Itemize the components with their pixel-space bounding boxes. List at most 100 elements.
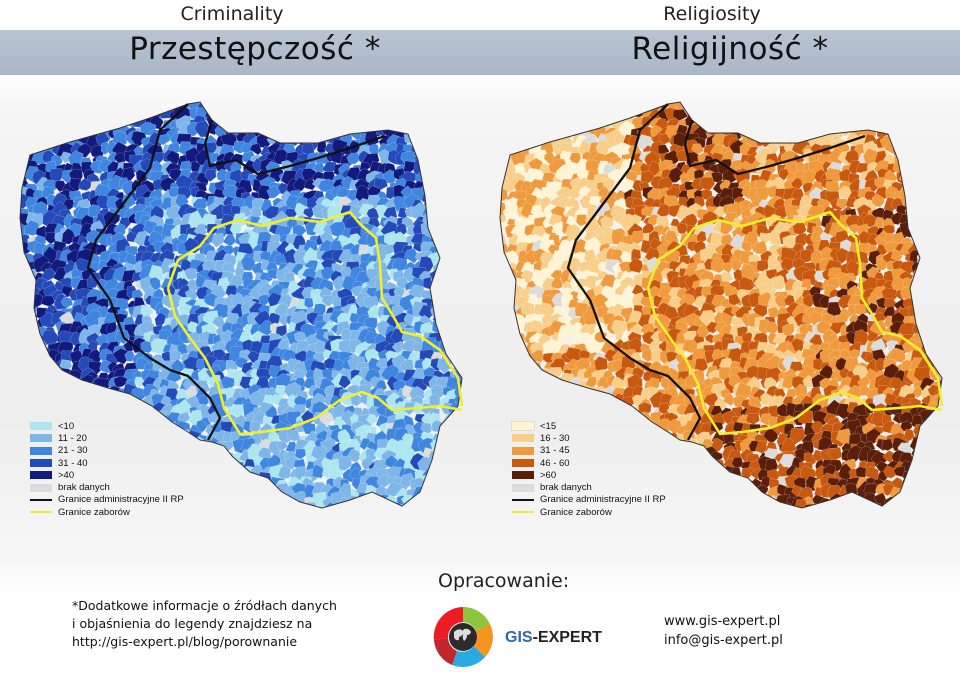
municipality-cell bbox=[383, 102, 397, 109]
municipality-cell bbox=[729, 476, 748, 495]
municipality-cell bbox=[500, 371, 514, 390]
municipality-cell bbox=[24, 403, 37, 415]
municipality-cell bbox=[20, 393, 28, 409]
municipality-cell bbox=[240, 103, 256, 122]
municipality-cell bbox=[770, 127, 788, 145]
municipality-cell bbox=[142, 104, 156, 118]
municipality-cell bbox=[459, 116, 462, 131]
municipality-cell bbox=[691, 143, 705, 155]
municipality-cell bbox=[374, 177, 389, 191]
municipality-cell bbox=[438, 119, 458, 137]
municipality-cell bbox=[604, 402, 620, 418]
municipality-cell bbox=[938, 418, 942, 436]
municipality-cell bbox=[764, 321, 780, 335]
legend-item: Granice administracyjne II RP bbox=[512, 494, 666, 506]
website-link[interactable]: www.gis-expert.pl bbox=[664, 614, 781, 629]
municipality-cell bbox=[903, 153, 916, 165]
municipality-cell bbox=[848, 102, 867, 113]
municipality-cell bbox=[405, 106, 417, 118]
municipality-cell bbox=[457, 467, 462, 484]
municipality-cell bbox=[248, 390, 266, 407]
municipality-cell bbox=[486, 210, 498, 222]
municipality-cell bbox=[402, 88, 414, 99]
municipality-cell bbox=[246, 107, 262, 121]
municipality-cell bbox=[500, 102, 508, 106]
municipality-cell bbox=[867, 102, 882, 113]
municipality-cell bbox=[829, 321, 847, 335]
municipality-cell bbox=[514, 131, 532, 147]
municipality-cell bbox=[818, 113, 832, 128]
municipality-cell bbox=[321, 123, 336, 138]
municipality-cell bbox=[77, 177, 93, 191]
municipality-cell bbox=[24, 386, 38, 400]
municipality-cell bbox=[928, 506, 942, 508]
municipality-cell bbox=[936, 333, 942, 351]
municipality-cell bbox=[908, 170, 923, 187]
municipality-cell bbox=[575, 406, 589, 421]
municipality-cell bbox=[342, 102, 355, 103]
municipality-cell bbox=[50, 102, 69, 114]
footnote-link[interactable]: http://gis-expert.pl/blog/porownanie bbox=[72, 634, 298, 649]
municipality-cell bbox=[928, 193, 942, 213]
municipality-cell bbox=[692, 457, 709, 473]
municipality-cell bbox=[507, 115, 522, 129]
municipality-cell bbox=[694, 102, 712, 107]
municipality-cell bbox=[419, 163, 434, 177]
municipality-cell bbox=[436, 311, 451, 326]
municipality-cell bbox=[309, 123, 326, 138]
municipality-cell bbox=[500, 155, 509, 169]
municipality-cell bbox=[441, 473, 454, 487]
municipality-cell bbox=[35, 107, 48, 121]
municipality-cell bbox=[231, 495, 244, 508]
municipality-cell bbox=[20, 448, 28, 462]
email-link[interactable]: info@gis-expert.pl bbox=[664, 633, 783, 648]
municipality-cell bbox=[439, 275, 454, 292]
municipality-cell bbox=[186, 473, 203, 489]
municipality-cell bbox=[213, 452, 226, 463]
legend-item: <15 bbox=[511, 420, 666, 432]
municipality-cell bbox=[537, 115, 554, 134]
municipality-cell bbox=[846, 102, 859, 104]
municipality-cell bbox=[524, 401, 543, 418]
municipality-cell bbox=[286, 107, 300, 119]
municipality-cell bbox=[220, 499, 240, 508]
municipality-cell bbox=[376, 104, 392, 121]
municipality-cell bbox=[20, 412, 29, 429]
municipality-cell bbox=[512, 356, 530, 374]
municipality-cell bbox=[431, 455, 444, 468]
municipality-cell bbox=[827, 501, 842, 508]
municipality-cell bbox=[355, 102, 374, 115]
municipality-cell bbox=[763, 503, 777, 508]
municipality-cell bbox=[709, 107, 725, 125]
municipality-cell bbox=[929, 306, 942, 323]
municipality-cell bbox=[4, 308, 18, 321]
municipality-cell bbox=[428, 119, 441, 131]
municipality-cell bbox=[884, 88, 902, 101]
municipality-cell bbox=[62, 128, 74, 140]
municipality-cell bbox=[113, 375, 128, 388]
municipality-cell bbox=[580, 108, 592, 122]
municipality-cell bbox=[457, 239, 462, 255]
municipality-cell bbox=[500, 265, 511, 283]
municipality-cell bbox=[524, 393, 537, 407]
municipality-cell bbox=[560, 118, 575, 133]
municipality-cell bbox=[898, 502, 913, 508]
municipality-cell bbox=[723, 393, 736, 407]
municipality-cell bbox=[296, 109, 308, 122]
legend-line bbox=[30, 511, 52, 514]
religiosity-map bbox=[486, 88, 944, 509]
municipality-cell bbox=[452, 185, 462, 200]
municipality-cell bbox=[412, 135, 429, 151]
municipality-cell bbox=[20, 476, 23, 489]
municipality-cell bbox=[40, 393, 56, 409]
municipality-cell bbox=[392, 105, 406, 119]
municipality-cell bbox=[937, 145, 942, 159]
municipality-cell bbox=[302, 108, 317, 122]
municipality-cell bbox=[500, 439, 510, 454]
municipality-cell bbox=[536, 116, 550, 130]
legend-item: 16 - 30 bbox=[512, 432, 666, 444]
municipality-cell bbox=[40, 268, 57, 282]
municipality-cell bbox=[667, 166, 684, 183]
municipality-cell bbox=[20, 387, 32, 403]
municipality-cell bbox=[71, 102, 87, 111]
